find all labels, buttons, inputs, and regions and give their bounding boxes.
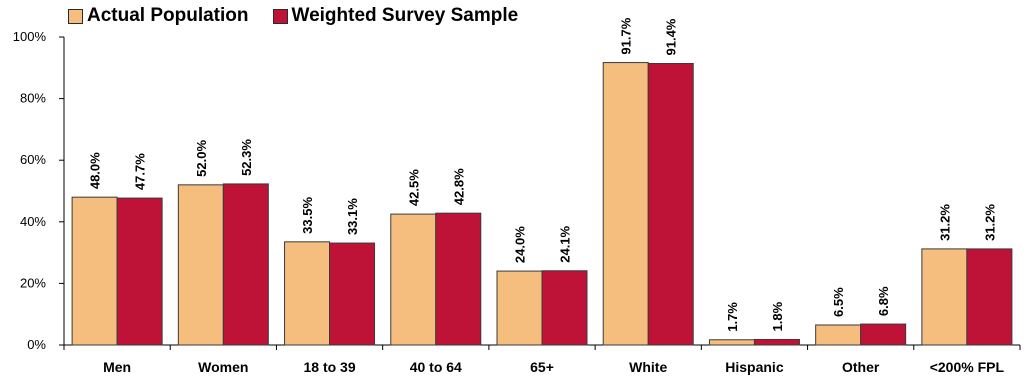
bar-weighted <box>116 197 163 346</box>
data-label-weighted: 1.8% <box>770 301 785 331</box>
bar-actual <box>390 213 437 346</box>
x-category-label: Hispanic <box>725 359 784 375</box>
bar-weighted <box>435 212 482 346</box>
x-category-label: 65+ <box>530 359 554 375</box>
data-label-weighted: 33.1% <box>345 198 360 235</box>
bar-weighted <box>222 183 269 346</box>
y-tick-label: 20% <box>20 275 46 290</box>
x-category-label: <200% FPL <box>930 359 1005 375</box>
bar-weighted <box>966 248 1013 346</box>
data-label-weighted: 24.1% <box>558 225 573 262</box>
x-category-label: White <box>629 359 667 375</box>
bar-actual <box>496 270 543 346</box>
data-label-weighted: 42.8% <box>451 168 466 205</box>
bar-weighted <box>753 338 800 346</box>
legend-item-actual: Actual Population <box>68 5 249 27</box>
bar-weighted <box>541 270 588 346</box>
legend: Actual Population Weighted Survey Sample <box>68 4 518 28</box>
data-label-actual: 31.2% <box>937 204 952 241</box>
x-category-label: Other <box>842 359 880 375</box>
legend-label-weighted: Weighted Survey Sample <box>291 5 519 26</box>
bar-actual <box>284 241 331 346</box>
y-tick-label: 0% <box>27 337 46 352</box>
legend-label-actual: Actual Population <box>87 5 249 26</box>
bar-weighted <box>860 323 907 346</box>
y-tick-label: 100% <box>13 29 47 44</box>
bar-actual <box>602 62 649 346</box>
legend-swatch-actual <box>68 8 83 24</box>
y-tick-label: 40% <box>20 214 46 229</box>
data-label-weighted: 31.2% <box>982 204 997 241</box>
data-label-actual: 91.7% <box>619 17 634 54</box>
data-label-actual: 6.5% <box>831 287 846 317</box>
bar-weighted <box>647 62 694 346</box>
data-label-weighted: 91.4% <box>664 18 679 55</box>
data-label-weighted: 47.7% <box>133 153 148 190</box>
x-category-label: Women <box>198 359 248 375</box>
y-tick-label: 80% <box>20 91 46 106</box>
data-label-actual: 33.5% <box>300 197 315 234</box>
data-label-weighted: 52.3% <box>239 139 254 176</box>
x-category-label: Men <box>103 359 131 375</box>
x-category-label: 40 to 64 <box>410 359 462 375</box>
data-label-weighted: 6.8% <box>876 286 891 316</box>
bar-weighted <box>329 242 376 346</box>
x-category-label: 18 to 39 <box>303 359 355 375</box>
data-label-actual: 42.5% <box>406 169 421 206</box>
y-tick-label: 60% <box>20 152 46 167</box>
legend-item-weighted: Weighted Survey Sample <box>272 5 519 27</box>
bar-actual <box>708 339 755 346</box>
data-label-actual: 48.0% <box>88 152 103 189</box>
data-label-actual: 24.0% <box>513 226 528 263</box>
bar-actual <box>71 196 118 346</box>
bar-actual <box>177 184 224 346</box>
bar-actual <box>921 248 968 346</box>
data-label-actual: 52.0% <box>194 140 209 177</box>
legend-swatch-weighted <box>272 8 288 24</box>
data-label-actual: 1.7% <box>725 302 740 332</box>
bar-actual <box>815 324 862 346</box>
